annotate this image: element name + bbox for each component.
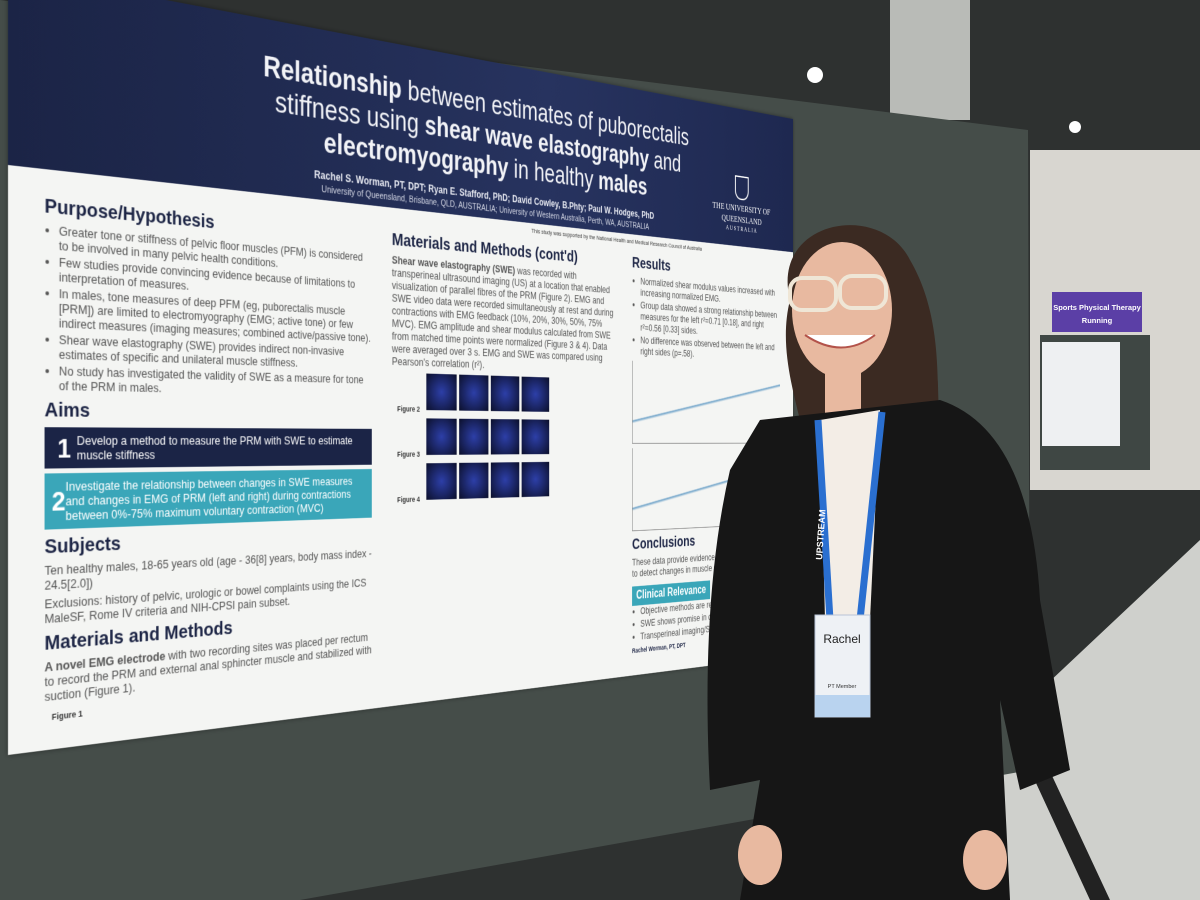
badge-stripe xyxy=(815,695,870,717)
presenter: UPSTREAM Rachel PT Member xyxy=(0,0,1200,900)
badge-member: PT Member xyxy=(828,684,857,690)
badge-name: Rachel xyxy=(823,632,860,646)
photo-scene: Sports Physical Therapy Running Relation… xyxy=(0,0,1200,900)
hand xyxy=(963,830,1007,890)
hand xyxy=(738,825,782,885)
blazer xyxy=(708,400,1071,900)
